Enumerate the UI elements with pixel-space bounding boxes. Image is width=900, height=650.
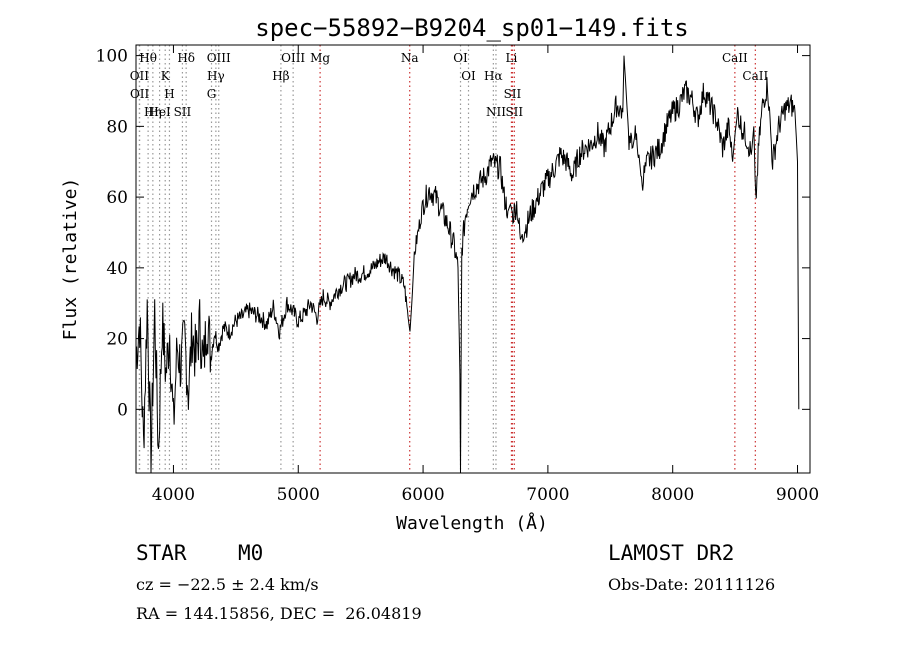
line-markers — [138, 45, 756, 473]
x-tick-label: 6000 — [401, 485, 444, 505]
y-tick-label: 60 — [106, 188, 128, 208]
spectral-line-label: SII — [174, 105, 192, 119]
x-tick-label: 4000 — [152, 485, 195, 505]
spectral-line-label: HeI — [148, 105, 171, 119]
spectral-line-label: CaII — [742, 69, 768, 83]
spectral-line-label: OII — [130, 87, 150, 101]
spectral-line-label: G — [207, 87, 217, 101]
spectral-line-label: OIII — [207, 51, 231, 65]
x-tick-label: 8000 — [651, 485, 694, 505]
y-tick-label: 0 — [117, 400, 128, 420]
spectrum-chart: spec−55892−B9204_sp01−149.fits Hθ OII OII K… — [60, 14, 819, 534]
y-axis-label: Flux (relative) — [60, 178, 81, 341]
spectral-line-label: NII — [486, 105, 506, 119]
y-tick-label: 40 — [106, 259, 128, 279]
y-axis: 0 20 40 60 80 100 — [96, 47, 810, 420]
object-class: STAR — [136, 541, 187, 565]
x-tick-label: 7000 — [526, 485, 569, 505]
spectral-line-label: Hδ — [177, 51, 195, 65]
spectral-line-label: SII — [505, 105, 523, 119]
spectral-line-label: SII — [504, 87, 522, 101]
plot-frame — [135, 44, 811, 474]
spectrum-line — [135, 55, 800, 474]
spectral-line-label: OI — [461, 69, 476, 83]
spectral-line-label: Na — [401, 51, 419, 65]
survey-name: LAMOST DR2 — [608, 541, 735, 565]
spectral-line-label: OII — [130, 69, 150, 83]
x-tick-label: 9000 — [776, 485, 819, 505]
spectral-line-label: K — [161, 69, 171, 83]
object-subclass: M0 — [238, 541, 264, 565]
chart-title: spec−55892−B9204_sp01−149.fits — [255, 14, 688, 42]
spectral-line-label: OIII — [281, 51, 305, 65]
spectral-line-label: Li — [506, 51, 518, 65]
spectral-line-label: Hθ — [139, 51, 157, 65]
spectral-line-label: H — [164, 87, 174, 101]
spectral-line-label: Hβ — [272, 69, 289, 83]
spectral-line-label: Hα — [484, 69, 503, 83]
spectral-line-label: Hγ — [207, 69, 225, 83]
spectral-line-label: CaII — [722, 51, 748, 65]
x-axis-label: Wavelength (Å) — [396, 512, 548, 534]
y-tick-label: 100 — [96, 47, 128, 67]
redshift-value: cz = −22.5 ± 2.4 km/s — [136, 575, 319, 594]
x-axis: 4000 5000 6000 7000 8000 9000 — [152, 45, 819, 505]
y-tick-label: 80 — [106, 117, 128, 137]
y-tick-label: 20 — [106, 330, 128, 350]
x-tick-label: 5000 — [277, 485, 320, 505]
spectral-line-label: Mg — [310, 51, 330, 65]
spectral-line-label: Hη — [144, 105, 162, 119]
spectral-line-label: OI — [453, 51, 468, 65]
obs-date: Obs-Date: 20111126 — [608, 575, 776, 594]
coordinates: RA = 144.15856, DEC = 26.04819 — [136, 604, 422, 623]
